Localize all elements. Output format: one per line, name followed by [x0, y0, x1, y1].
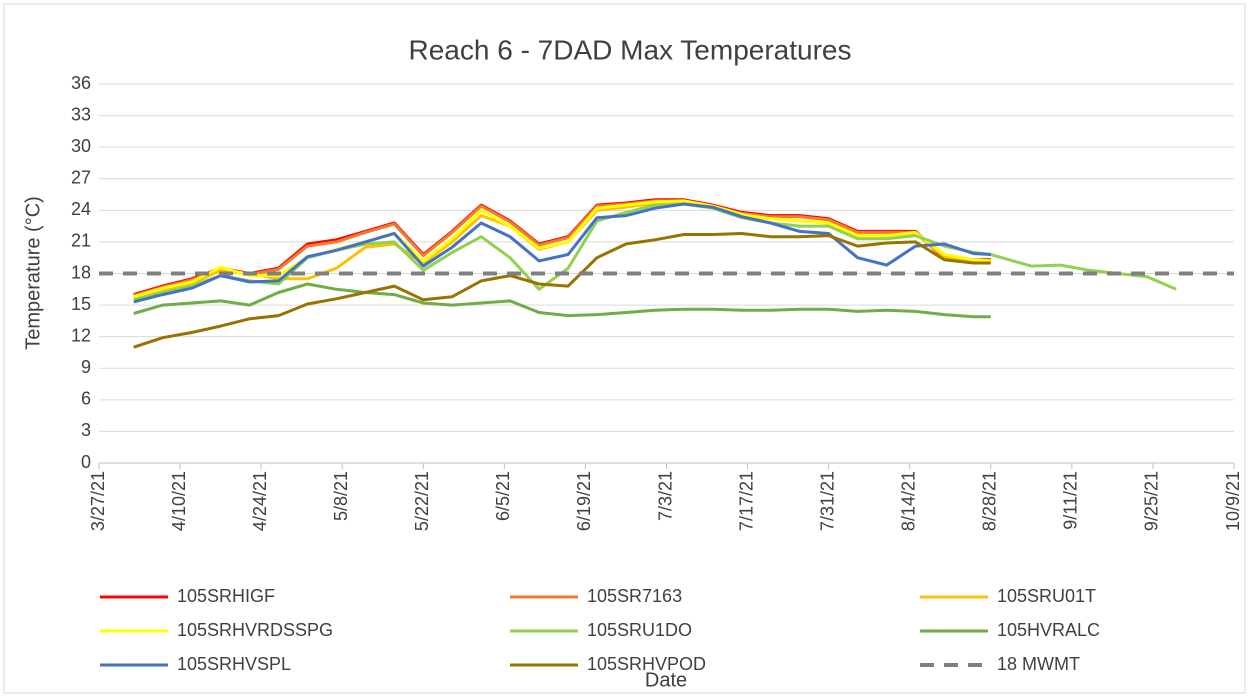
x-axis-title: Date	[645, 669, 687, 691]
legend-label: 105SRHVPOD	[587, 654, 706, 674]
legend-label: 105SRHVRDSSPG	[177, 620, 333, 640]
y-tick-label: 6	[81, 389, 91, 409]
legend-label: 105HVRALC	[997, 620, 1100, 640]
series-line	[133, 282, 991, 319]
y-tick-label: 9	[81, 357, 91, 377]
x-tick-label: 8/28/21	[980, 471, 1000, 531]
y-tick-label: 12	[71, 325, 91, 345]
chart-title: Reach 6 - 7DAD Max Temperatures	[409, 34, 852, 65]
y-tick-label: 33	[71, 104, 91, 124]
chart-frame	[3, 3, 1246, 694]
legend-label: 105SR7163	[587, 586, 682, 606]
x-tick-label: 4/10/21	[169, 471, 189, 531]
x-tick-label: 5/8/21	[331, 471, 351, 521]
series-line	[133, 202, 991, 304]
y-tick-label: 27	[71, 168, 91, 188]
series-line	[133, 199, 991, 298]
legend-label: 18 MWMT	[997, 654, 1080, 674]
legend-label: 105SRHVSPL	[177, 654, 291, 674]
x-tick-label: 6/5/21	[493, 471, 513, 521]
legend-label: 105SRHIGF	[177, 586, 275, 606]
x-tick-label: 7/31/21	[817, 471, 837, 531]
y-tick-label: 18	[71, 262, 91, 282]
y-axis-title: Temperature (°C)	[22, 196, 44, 350]
x-tick-label: 4/24/21	[250, 471, 270, 531]
x-tick-label: 9/25/21	[1142, 471, 1162, 531]
y-tick-label: 15	[71, 294, 91, 314]
series-line	[133, 199, 991, 299]
x-tick-label: 7/17/21	[736, 471, 756, 531]
y-tick-label: 30	[71, 136, 91, 156]
legend-label: 105SRU1DO	[587, 620, 692, 640]
legend-label: 105SRU01T	[997, 586, 1096, 606]
x-tick-label: 6/19/21	[574, 471, 594, 531]
x-tick-label: 8/14/21	[898, 471, 918, 531]
series-line	[133, 232, 991, 349]
x-tick-label: 9/11/21	[1061, 471, 1081, 530]
x-tick-label: 3/27/21	[88, 471, 108, 531]
x-tick-label: 10/9/21	[1223, 471, 1243, 531]
y-tick-label: 21	[71, 231, 91, 251]
y-tick-label: 36	[71, 73, 91, 93]
y-tick-label: 0	[81, 452, 91, 472]
y-tick-label: 3	[81, 420, 91, 440]
x-tick-label: 5/22/21	[412, 471, 432, 531]
y-tick-label: 24	[71, 199, 91, 219]
x-tick-label: 7/3/21	[655, 471, 675, 521]
